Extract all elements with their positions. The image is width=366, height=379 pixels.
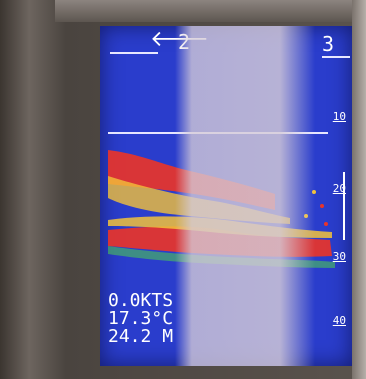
depth-scale-label: 20 [332,182,346,195]
top-right-marker-line [322,56,350,58]
depth-value: 24.2 [108,326,152,347]
fish-echo [324,222,328,226]
fish-echo [304,214,308,218]
speed-unit: KTS [140,290,174,311]
depth-scale-label: 10 [332,110,346,123]
device-bezel-top [55,0,355,22]
temperature-reading: 17.3°C [108,310,173,328]
top-left-marker-line [110,52,158,54]
speed-value: 0.0 [108,290,141,311]
fish-echo [312,190,316,194]
temperature-value: 17.3 [108,308,152,329]
depth-unit: M [162,326,174,347]
fish-echo [320,204,324,208]
depth-reading: 24.2 M [108,328,173,346]
temperature-unit: °C [151,308,174,329]
depth-scale: 10 20 30 40 [322,26,352,366]
top-right-number: 3 [322,32,335,56]
readout-panel: 0.0KTS 17.3°C 24.2 M [108,292,173,346]
depth-scale-label: 40 [332,314,346,327]
depth-scale-label: 30 [332,250,346,263]
device-bezel-right [352,0,366,379]
sonar-screen: 🡐 2 3 10 20 30 40 [100,26,352,366]
speed-reading: 0.0KTS [108,292,173,310]
